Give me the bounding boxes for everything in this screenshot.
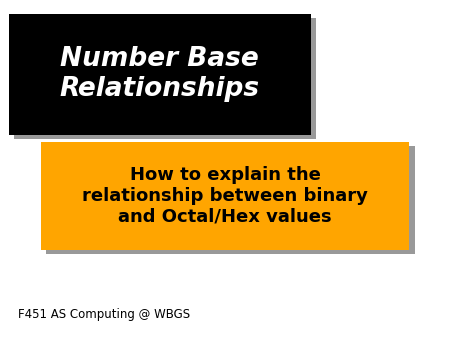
FancyBboxPatch shape [9,14,310,135]
Text: Number Base
Relationships: Number Base Relationships [60,46,260,102]
FancyBboxPatch shape [46,146,415,254]
Text: How to explain the
relationship between binary
and Octal/Hex values: How to explain the relationship between … [82,166,368,226]
Text: F451 AS Computing @ WBGS: F451 AS Computing @ WBGS [18,308,190,321]
FancyBboxPatch shape [14,18,316,139]
FancyBboxPatch shape [40,142,410,250]
